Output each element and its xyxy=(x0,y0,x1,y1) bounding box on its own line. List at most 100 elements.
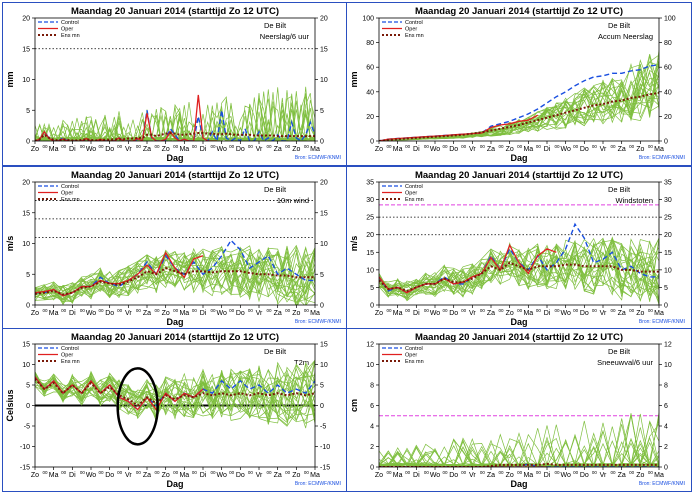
ensemble-member-line xyxy=(379,238,659,300)
x-tick-day-label: Vr xyxy=(469,146,476,153)
x-tick-day-label: Wo xyxy=(430,146,440,153)
x-tick-day-label: Zo xyxy=(162,146,170,153)
x-tick-day-label: Di xyxy=(413,310,420,317)
x-tick-hour-label: 00 xyxy=(173,144,179,149)
x-tick-day-label: Zo xyxy=(375,146,383,153)
y-tick-label-right: 0 xyxy=(320,139,324,146)
x-tick-day-label: Ma xyxy=(523,472,533,479)
y-tick-label-right: 6 xyxy=(664,403,668,410)
station-label: De Bilt xyxy=(608,347,631,356)
series-line-oper xyxy=(379,114,539,141)
x-tick-hour-label: 00 xyxy=(480,144,486,149)
ensemble-member-line xyxy=(35,373,315,422)
x-tick-day-label: Di xyxy=(544,472,551,479)
y-tick-label-right: 20 xyxy=(664,232,672,239)
ensemble-member-line xyxy=(379,237,659,302)
x-tick-hour-label: 00 xyxy=(536,470,542,475)
x-tick-hour-label: 00 xyxy=(248,470,254,475)
y-tick-label-right: 2 xyxy=(664,444,668,451)
x-tick-hour-label: 00 xyxy=(136,144,142,149)
station-label: De Bilt xyxy=(264,21,287,30)
x-tick-day-label: Di xyxy=(69,472,76,479)
x-axis-label: Dag xyxy=(166,317,183,327)
ensemble-member-line xyxy=(35,362,315,426)
x-tick-day-label: Vr xyxy=(256,146,263,153)
y-tick-label-left: 0 xyxy=(26,403,30,410)
y-tick-label-left: 0 xyxy=(26,303,30,310)
x-tick-hour-label: 00 xyxy=(517,470,523,475)
x-tick-hour-label: 00 xyxy=(461,308,467,313)
chart-svg: Maandag 20 Januari 2014 (starttijd Zo 12… xyxy=(349,6,685,163)
chart-svg: Maandag 20 Januari 2014 (starttijd Zo 12… xyxy=(5,170,341,327)
chart-title: Maandag 20 Januari 2014 (starttijd Zo 12… xyxy=(71,332,279,343)
y-tick-label-right: 20 xyxy=(664,114,672,121)
chart-subtitle: Neerslag/6 uur xyxy=(260,32,310,41)
x-tick-day-label: Do xyxy=(236,472,245,479)
x-tick-hour-label: 00 xyxy=(154,308,160,313)
chart-subtitle: Sneeuwval/6 uur xyxy=(597,358,653,367)
y-tick-label-right: 40 xyxy=(664,89,672,96)
legend-label-control: Control xyxy=(61,346,79,352)
y-tick-label-right: 5 xyxy=(320,272,324,279)
y-tick-label-right: 10 xyxy=(664,362,672,369)
x-tick-day-label: Vr xyxy=(125,472,132,479)
x-tick-day-label: Di xyxy=(200,310,207,317)
x-tick-hour-label: 00 xyxy=(573,144,579,149)
legend-label-ens-mn: Ens mn xyxy=(405,197,424,203)
x-tick-hour-label: 00 xyxy=(285,308,291,313)
x-tick-day-label: Za xyxy=(274,146,282,153)
y-tick-label-right: 20 xyxy=(320,180,328,187)
x-tick-day-label: Wo xyxy=(430,310,440,317)
x-tick-day-label: Za xyxy=(618,472,626,479)
x-tick-day-label: Di xyxy=(413,146,420,153)
x-tick-day-label: Wo xyxy=(216,472,226,479)
x-tick-hour-label: 00 xyxy=(117,144,123,149)
x-tick-hour-label: 00 xyxy=(610,144,616,149)
x-tick-hour-label: 00 xyxy=(266,470,272,475)
x-tick-hour-label: 00 xyxy=(80,470,86,475)
y-tick-label-left: 100 xyxy=(362,16,374,23)
series-line-ens-mn xyxy=(379,261,659,292)
x-tick-hour-label: 00 xyxy=(173,308,179,313)
x-tick-hour-label: 00 xyxy=(442,470,448,475)
y-tick-label-left: 15 xyxy=(22,46,30,53)
legend-label-oper: Oper xyxy=(61,27,73,33)
y-tick-label-right: 0 xyxy=(320,303,324,310)
y-tick-label-left: 30 xyxy=(366,197,374,204)
ensemble-members xyxy=(379,412,659,467)
x-tick-day-label: Do xyxy=(236,310,245,317)
x-tick-day-label: Di xyxy=(413,472,420,479)
station-label: De Bilt xyxy=(608,21,631,30)
x-tick-day-label: Do xyxy=(580,146,589,153)
legend-label-control: Control xyxy=(405,20,423,26)
x-tick-day-label: Zo xyxy=(506,310,514,317)
series-line-oper xyxy=(35,251,204,297)
y-tick-label-right: -15 xyxy=(320,465,330,472)
station-label: De Bilt xyxy=(264,185,287,194)
x-tick-hour-label: 00 xyxy=(117,470,123,475)
chart-panel-10m-wind: Maandag 20 Januari 2014 (starttijd Zo 12… xyxy=(2,166,348,330)
ensemble-member-line xyxy=(379,238,659,302)
y-tick-label-right: 4 xyxy=(664,424,668,431)
x-tick-hour-label: 00 xyxy=(461,470,467,475)
x-tick-day-label: Ma xyxy=(49,146,59,153)
x-tick-day-label: Do xyxy=(580,310,589,317)
x-tick-hour-label: 00 xyxy=(154,470,160,475)
x-tick-day-label: Di xyxy=(69,146,76,153)
ensemble-member-line xyxy=(379,64,659,141)
x-tick-hour-label: 00 xyxy=(98,144,104,149)
y-tick-label-left: 15 xyxy=(22,342,30,349)
x-tick-hour-label: 00 xyxy=(266,144,272,149)
x-tick-day-label: Ma xyxy=(654,310,664,317)
y-tick-label-right: 60 xyxy=(664,65,672,72)
y-tick-label-right: -10 xyxy=(320,444,330,451)
x-tick-hour-label: 00 xyxy=(592,308,598,313)
x-tick-hour-label: 00 xyxy=(648,308,654,313)
x-tick-day-label: Vr xyxy=(600,472,607,479)
y-tick-label-right: 12 xyxy=(664,342,672,349)
y-tick-label-right: 10 xyxy=(320,362,328,369)
x-tick-day-label: Ma xyxy=(654,472,664,479)
series-line-oper xyxy=(35,94,217,141)
